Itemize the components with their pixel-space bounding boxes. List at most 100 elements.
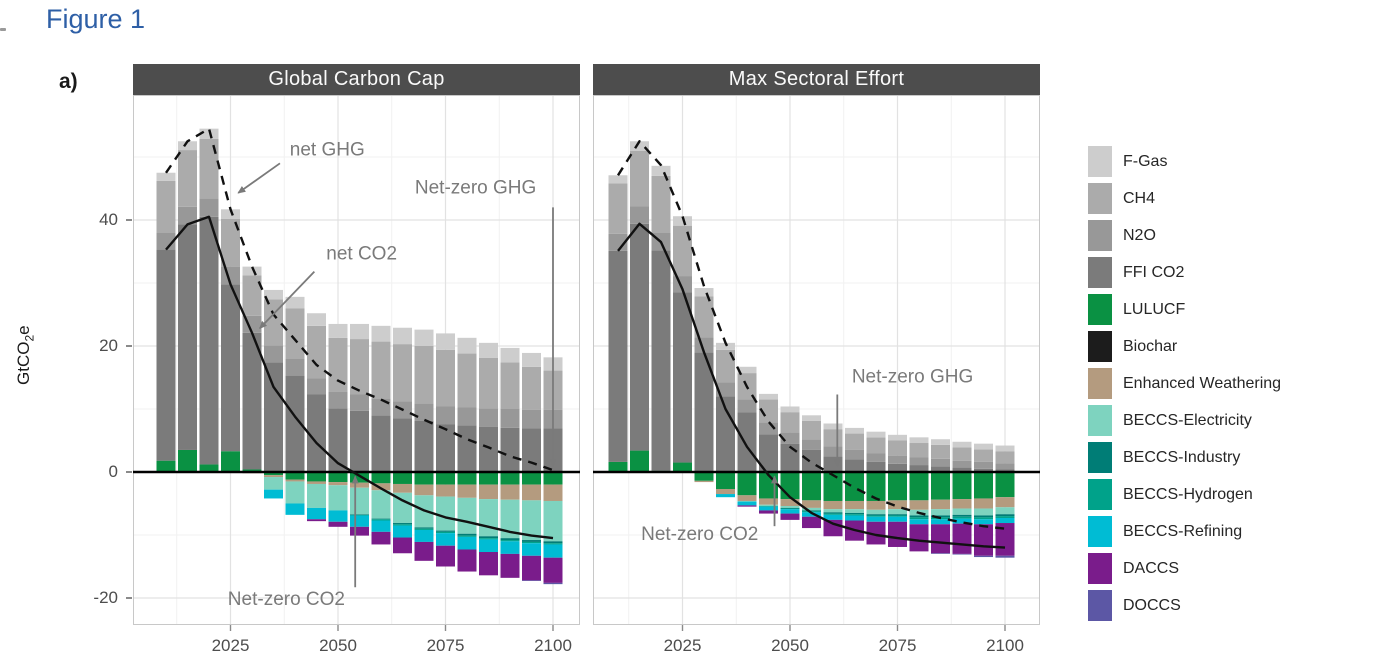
bar-segment-beccs-refining-2100	[543, 544, 563, 558]
bar-segment-lulucf-2080	[457, 472, 477, 485]
bar-segment-beccs-hydrogen-2075	[888, 515, 907, 517]
bar-segment-beccs-industry-2075	[888, 514, 907, 516]
bar-segment-lulucf-2065	[393, 472, 412, 484]
bar-segment-ch4-2070	[866, 437, 886, 454]
bar-segment-daccs-2045	[307, 519, 326, 522]
bar-segment-lulucf-2050	[328, 472, 348, 483]
bar-segment-f-gas-2050	[328, 323, 348, 338]
bar-segment-daccs-2090	[500, 553, 520, 578]
annotation-net-zero-ghg: Net-zero GHG	[852, 367, 973, 388]
bar-segment-f-gas-2060	[371, 325, 391, 342]
bar-segment-beccs-refining-2035	[264, 489, 283, 499]
bar-segment-beccs-refining-2070	[866, 516, 886, 522]
legend-swatch-n2o	[1088, 220, 1112, 251]
bar-segment-daccs-2095	[522, 555, 541, 581]
bar-segment-beccs-hydrogen-2080	[909, 517, 929, 520]
legend-label: FFI CO2	[1123, 263, 1185, 281]
line-net-co2	[617, 222, 1006, 549]
bar-segment-daccs-2040	[737, 505, 757, 507]
bar-segment-enhanced-weathering-2080	[909, 500, 929, 510]
bar-segment-f-gas-2070	[866, 431, 886, 438]
bar-segment-beccs-hydrogen-2070	[866, 515, 886, 517]
bar-segment-n2o-2080	[457, 407, 477, 426]
legend-label: BECCS-Refining	[1123, 522, 1243, 540]
bar-segment-n2o-2015	[630, 206, 649, 224]
bar-segment-beccs-hydrogen-2050	[780, 508, 800, 510]
legend-label: F-Gas	[1123, 152, 1168, 170]
bar-segment-lulucf-2100	[543, 472, 563, 485]
legend-label: Biochar	[1123, 337, 1178, 355]
bar-segment-beccs-refining-2070	[414, 529, 434, 542]
bar-segment-n2o-2040	[285, 358, 305, 376]
bar-segment-beccs-hydrogen-2065	[845, 514, 864, 516]
bar-segment-n2o-2080	[909, 457, 929, 466]
annotation-net-co2: net CO2	[326, 244, 397, 265]
bar-segment-beccs-refining-2085	[479, 539, 498, 553]
bar-segment-beccs-industry-2070	[414, 527, 434, 529]
bar-segment-beccs-industry-2050	[780, 507, 800, 509]
bar-segment-beccs-industry-2085	[479, 536, 498, 539]
bar-segment-lulucf-2090	[500, 472, 520, 485]
legend-item-beccs-hydrogen: BECCS-Hydrogen	[1088, 479, 1281, 510]
bar-segment-daccs-2080	[457, 549, 477, 572]
legend: F-Gas CH4 N2O FFI CO2 LULUCF Biochar Enhanced …	[1088, 146, 1281, 627]
bar-segment-ffi-co2-2040	[285, 375, 305, 472]
bar-segment-enhanced-weathering-2090	[500, 484, 520, 500]
bar-segment-daccs-2080	[909, 524, 929, 552]
bar-segment-beccs-electricity-2055	[802, 507, 821, 511]
bar-segment-daccs-2065	[393, 537, 412, 554]
bar-segment-f-gas-2075	[888, 434, 907, 441]
bar-segment-beccs-industry-2100	[543, 541, 563, 544]
bar-segment-beccs-industry-2060	[371, 518, 391, 520]
bar-segment-ffi-co2-2055	[802, 449, 821, 472]
bar-segment-n2o-2095	[522, 409, 541, 429]
bar-segment-beccs-electricity-2090	[500, 499, 520, 539]
bar-segment-n2o-2050	[780, 432, 800, 444]
bar-segment-enhanced-weathering-2030	[694, 480, 714, 483]
bar-segment-lulucf-2070	[866, 472, 886, 501]
bar-segment-daccs-2070	[866, 521, 886, 545]
line-net-ghg	[165, 127, 554, 472]
bar-segment-ch4-2065	[393, 344, 412, 402]
legend-label: BECCS-Hydrogen	[1123, 485, 1253, 503]
bar-segment-doccs-2100	[995, 555, 1015, 558]
bar-segment-ffi-co2-2095	[974, 468, 993, 472]
bar-segment-ffi-co2-2025	[673, 292, 692, 463]
bar-segment-f-gas-2080	[909, 437, 929, 444]
bar-segment-beccs-refining-2050	[780, 509, 800, 514]
bar-segment-doccs-2085	[931, 553, 950, 554]
bar-segment-enhanced-weathering-2080	[457, 484, 477, 498]
y-tick-mark	[126, 597, 132, 599]
bar-segment-beccs-industry-2065	[393, 523, 412, 525]
y-tick-label-20: 20	[99, 336, 118, 355]
bar-segment-beccs-hydrogen-2080	[457, 535, 477, 537]
bar-segment-beccs-hydrogen-2060	[823, 513, 843, 515]
bar-segment-n2o-2040	[737, 399, 757, 413]
bar-segment-ffi-co2-2040	[737, 412, 757, 472]
bar-segment-n2o-2035	[716, 382, 735, 397]
bar-segment-beccs-industry-2090	[500, 538, 520, 541]
bar-segment-f-gas-2065	[393, 327, 412, 345]
bar-segment-ch4-2020	[651, 175, 671, 233]
bar-segment-lulucf-2100	[995, 472, 1015, 498]
bar-segment-ch4-2025	[673, 225, 692, 277]
bar-segment-ch4-2095	[974, 449, 993, 462]
legend-label: DOCCS	[1123, 596, 1181, 614]
bar-segment-beccs-refining-2090	[952, 518, 972, 524]
bar-segment-beccs-refining-2035	[716, 494, 735, 498]
legend-swatch-beccs-refining	[1088, 516, 1112, 547]
bar-segment-enhanced-weathering-2035	[264, 475, 283, 478]
bar-segment-enhanced-weathering-2035	[716, 489, 735, 495]
bar-segment-ch4-2040	[285, 308, 305, 359]
bar-segment-beccs-industry-2100	[995, 514, 1015, 517]
bar-segment-beccs-refining-2045	[759, 506, 778, 511]
bar-segment-beccs-hydrogen-2095	[522, 541, 541, 544]
annotation-net-zero-co2: Net-zero CO2	[228, 589, 345, 610]
bar-segment-ffi-co2-2090	[952, 467, 972, 472]
x-tick-label-2075: 2075	[878, 636, 917, 655]
bar-segment-beccs-industry-2085	[931, 515, 950, 518]
legend-swatch-biochar	[1088, 331, 1112, 362]
bar-segment-doccs-2095	[522, 580, 541, 581]
bar-segment-f-gas-2025	[221, 209, 240, 219]
